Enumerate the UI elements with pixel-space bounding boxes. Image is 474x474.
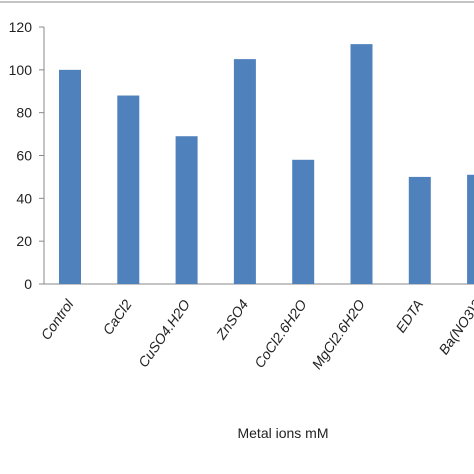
- y-tick-label: 60: [16, 148, 32, 164]
- x-tick-label: CuSO4.H2O: [135, 296, 193, 370]
- y-tick-label: 0: [24, 276, 32, 292]
- y-tick-label: 80: [16, 105, 32, 121]
- bar: [350, 44, 373, 285]
- x-tick-label: Ba(NO3)2: [435, 296, 474, 357]
- bar: [467, 174, 474, 284]
- x-axis-label: Metal ions mM: [237, 425, 328, 441]
- bar: [117, 95, 140, 285]
- bar: [292, 159, 315, 284]
- x-tick-label: EDTA: [392, 297, 426, 336]
- bar: [233, 59, 256, 284]
- y-tick-label: 20: [16, 233, 32, 249]
- bar: [408, 176, 431, 284]
- x-tick-label: CaCl2: [99, 296, 135, 337]
- bar: [175, 136, 198, 284]
- y-tick-label: 100: [9, 62, 33, 78]
- x-tick-label: Control: [37, 296, 77, 343]
- x-tick-label: CoCl2.6H2O: [251, 296, 310, 370]
- x-tick-label: ZnSO4: [212, 296, 251, 343]
- y-tick-label: 40: [16, 190, 32, 206]
- x-tick-label: MgCl2.6H2O: [308, 296, 368, 372]
- y-tick-label: 120: [9, 19, 33, 35]
- bar: [59, 69, 81, 284]
